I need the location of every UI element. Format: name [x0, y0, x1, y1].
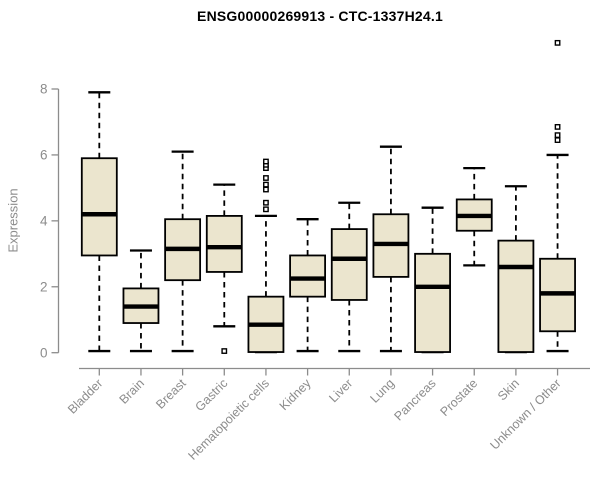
outlier-point-hematopoietic-cells — [263, 158, 269, 165]
y-tick-label: 0 — [40, 345, 48, 360]
x-tick-label-brain: Brain — [117, 376, 148, 407]
y-tick-label: 8 — [40, 82, 48, 97]
outlier-point-gastric — [221, 348, 228, 354]
x-tick-label-skin: Skin — [495, 376, 522, 403]
x-tick-label-gastric: Gastric — [193, 376, 231, 414]
x-tick-label-pancreas: Pancreas — [391, 376, 438, 423]
y-tick-label: 4 — [40, 214, 48, 229]
x-tick-label-unknown-other: Unknown / Other — [487, 376, 563, 452]
x-tick-label-bladder: Bladder — [65, 376, 105, 416]
box-liver — [330, 228, 368, 301]
outlier-point-unknown-other — [554, 132, 561, 139]
box-gastric — [205, 215, 243, 273]
y-tick-label: 6 — [40, 148, 48, 163]
outlier-point-hematopoietic-cells — [263, 181, 269, 188]
outlier-point-hematopoietic-cells — [263, 175, 269, 181]
x-tick-label-lung: Lung — [367, 376, 397, 406]
x-tick-label-hematopoietic-cells: Hematopoietic cells — [186, 376, 273, 463]
chart-title: ENSG00000269913 - CTC-1337H24.1 — [197, 8, 443, 24]
x-tick-label-prostate: Prostate — [438, 376, 481, 419]
x-tick-label-breast: Breast — [153, 376, 189, 412]
outlier-point-unknown-other — [554, 39, 561, 46]
outlier-point-hematopoietic-cells — [263, 206, 269, 213]
outlier-point-hematopoietic-cells — [263, 186, 269, 193]
box-pancreas — [414, 252, 451, 353]
outlier-point-unknown-other — [554, 124, 561, 130]
x-tick-label-kidney: Kidney — [277, 376, 314, 413]
outlier-point-unknown-other — [554, 137, 561, 143]
outlier-point-hematopoietic-cells — [263, 199, 269, 206]
box-kidney — [289, 254, 327, 298]
x-tick-label-liver: Liver — [326, 376, 355, 405]
y-axis-title: Expression — [5, 188, 21, 253]
box-bladder — [80, 157, 118, 257]
box-skin — [497, 239, 535, 353]
y-tick-label: 2 — [40, 279, 48, 294]
